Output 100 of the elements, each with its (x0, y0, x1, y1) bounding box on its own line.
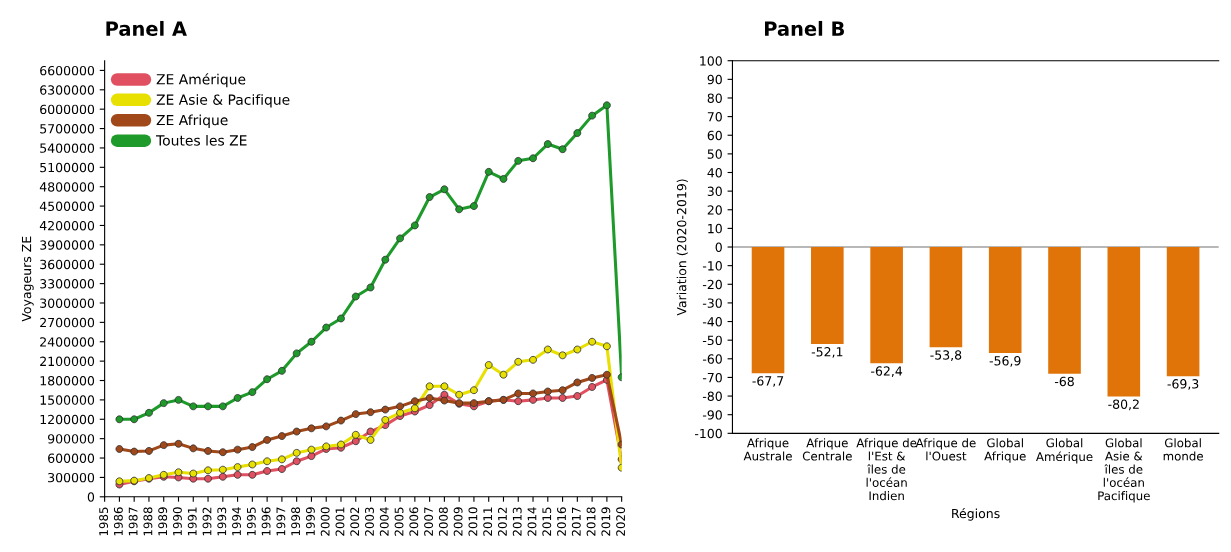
y-tick-label: 1800000 (40, 375, 95, 386)
y-tick-label: 1200000 (40, 414, 95, 425)
x-tick-label: 2007 (424, 507, 434, 536)
x-tick-label: 2010 (468, 507, 478, 536)
x-tick-label: 2018 (586, 507, 596, 536)
y-tick-label: 100 (700, 56, 722, 66)
x-tick-label: 1991 (187, 507, 197, 536)
y-tick-label: 1500000 (40, 395, 95, 405)
y-tick-label: 4500000 (39, 201, 95, 212)
y-tick-label: 90 (707, 74, 722, 85)
x-tick-label: 2006 (409, 507, 419, 536)
data-label: -80,2 (1108, 399, 1139, 411)
x-tick-label: 1997 (276, 507, 286, 536)
x-tick-label: 1987 (128, 507, 138, 536)
y-axis-title: Voyageurs ZE (21, 236, 34, 322)
y-tick-label: 6000000 (40, 104, 95, 115)
x-tick-label: Afrique Centrale (802, 438, 852, 461)
x-tick-label: 1995 (246, 507, 256, 536)
y-tick-label: 30 (707, 186, 722, 197)
data-label: -68 (1054, 376, 1074, 387)
x-tick-label: 2003 (365, 507, 374, 536)
x-tick-label: 2015 (542, 507, 552, 536)
data-label: -69,3 (1167, 379, 1199, 390)
x-tick-label: 2008 (438, 507, 448, 536)
y-tick-label: 50 (707, 149, 722, 159)
x-tick-label: 2016 (557, 507, 566, 536)
x-tick-label: Global Asie & îles de l'océan Pacifique (1098, 438, 1150, 503)
y-tick-label: 3900000 (40, 240, 95, 250)
x-tick-label: 2004 (379, 507, 389, 536)
y-tick-label: 20 (707, 205, 722, 215)
x-tick-label: 2017 (571, 507, 581, 536)
x-tick-label: 1990 (172, 507, 182, 536)
y-tick-label: -90 (702, 410, 722, 420)
y-tick-label: 5100000 (40, 162, 95, 173)
y-tick-label: -20 (702, 279, 722, 290)
x-tick-label: 1994 (232, 507, 242, 536)
x-tick-label: 2020 (616, 507, 626, 536)
x-tick-label: Afrique de l'Est & îles de l'océan Indien (856, 438, 917, 501)
y-tick-label: 4800000 (39, 182, 95, 192)
y-tick-label: 3600000 (40, 259, 95, 270)
y-tick-label: 0 (715, 242, 722, 252)
y-tick-label: 900000 (47, 434, 95, 444)
y-tick-label: 2700000 (40, 317, 95, 328)
y-tick-label: -60 (702, 354, 722, 364)
y-tick-label: -70 (702, 372, 722, 383)
data-label: -52,1 (811, 347, 843, 358)
x-tick-label: 2019 (601, 507, 611, 536)
x-tick-label: Global Amérique (1036, 438, 1093, 464)
x-tick-label: 2014 (527, 507, 537, 536)
x-tick-label: 1986 (113, 507, 123, 536)
y-tick-label: 4200000 (39, 220, 95, 231)
y-tick-label: -80 (702, 391, 722, 401)
y-tick-label: 2100000 (40, 356, 95, 367)
x-tick-label: 1996 (261, 507, 271, 536)
y-tick-label: 5400000 (40, 143, 95, 153)
legend-label: ZE Afrique (156, 114, 228, 128)
legend-label: ZE Amérique (156, 73, 246, 88)
y-tick-label: -10 (702, 261, 722, 271)
y-tick-label: 6600000 (40, 65, 95, 76)
x-tick-label: Afrique Australe (743, 438, 792, 461)
y-axis-title: Variation (2020-2019) (676, 179, 688, 316)
y-tick-label: 3300000 (40, 279, 95, 289)
data-label: -67,7 (752, 376, 784, 387)
x-tick-label: 2000 (320, 507, 330, 536)
data-label: -56,9 (989, 356, 1021, 367)
x-tick-label: 2009 (453, 507, 463, 536)
y-tick-label: 0 (87, 492, 95, 502)
x-tick-label: 2005 (394, 507, 404, 536)
y-tick-label: 300000 (48, 472, 95, 483)
y-tick-label: 3000000 (40, 298, 95, 308)
x-tick-label: 2013 (512, 507, 522, 536)
y-tick-label: 40 (707, 167, 722, 178)
x-tick-label: 1992 (202, 507, 212, 536)
x-tick-label: 1999 (305, 507, 315, 536)
chart-title: Panel B (765, 20, 844, 36)
y-tick-label: 6300000 (40, 85, 95, 95)
x-tick-label: 2002 (350, 507, 360, 536)
x-tick-label: Global monde (1163, 438, 1203, 461)
x-tick-label: 1988 (143, 507, 153, 536)
data-label: -62,4 (871, 366, 903, 377)
y-tick-label: -40 (702, 317, 722, 327)
data-label: -53,8 (930, 350, 962, 361)
y-tick-label: -50 (702, 335, 722, 346)
x-tick-label: 1993 (217, 507, 227, 536)
y-tick-label: -100 (694, 428, 722, 439)
y-tick-label: 10 (708, 223, 722, 234)
legend-label: ZE Asie & Pacifique (156, 94, 290, 108)
y-tick-label: 5700000 (40, 124, 95, 134)
x-tick-label: 2012 (497, 507, 507, 536)
x-tick-label: 1985 (99, 507, 109, 536)
y-tick-label: 60 (707, 130, 722, 141)
legend-label: Toutes les ZE (155, 134, 247, 146)
x-tick-label: Afrique de l'Ouest (915, 438, 976, 461)
y-tick-label: 80 (707, 93, 722, 103)
y-tick-label: 2400000 (40, 337, 95, 347)
y-tick-label: 70 (707, 112, 722, 122)
chart-title: Panel A (106, 20, 187, 36)
x-tick-label: 2011 (483, 507, 493, 536)
y-tick-label: -30 (702, 298, 722, 308)
y-tick-label: 600000 (48, 453, 95, 463)
